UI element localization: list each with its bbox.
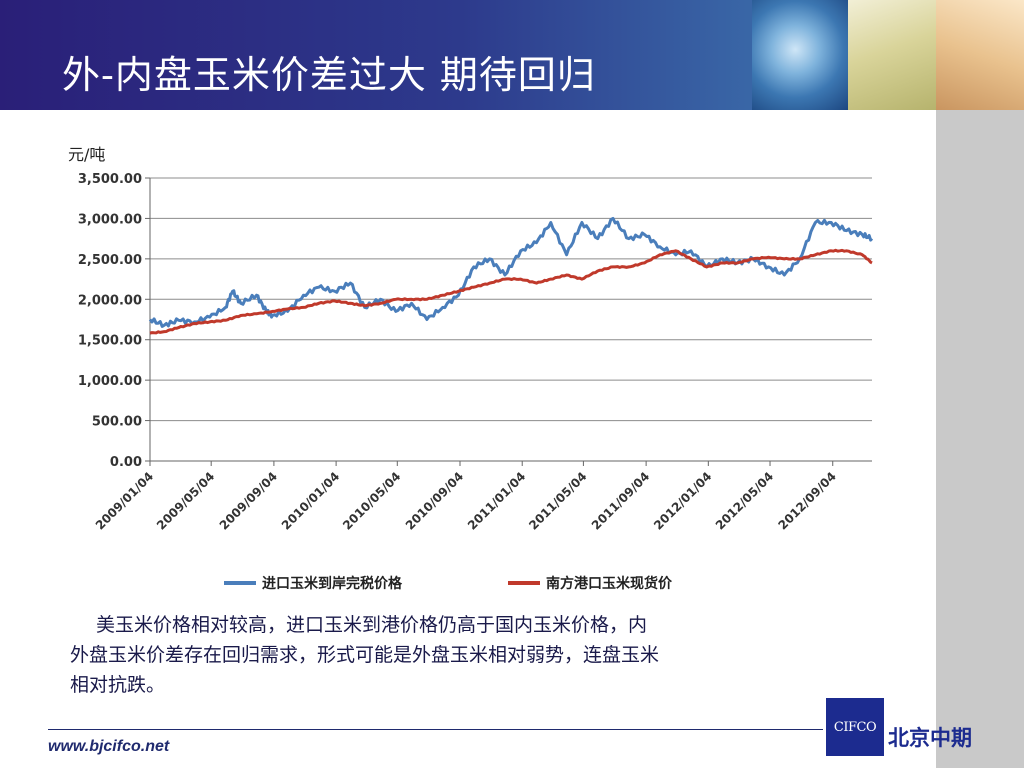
chart-legend: 进口玉米到岸完税价格 南方港口玉米现货价 bbox=[224, 575, 673, 592]
company-name: 北京中期 bbox=[888, 726, 972, 750]
body-text-line-1: 美玉米价格相对较高，进口玉米到港价格仍高于国内玉米价格，内 bbox=[96, 614, 648, 636]
x-tick-label: 2012/05/04 bbox=[713, 469, 776, 532]
page-title: 外-内盘玉米价差过大 期待回归 bbox=[62, 53, 596, 97]
legend-label-series-1: 进口玉米到岸完税价格 bbox=[262, 575, 403, 592]
header-image-pen bbox=[936, 0, 1024, 110]
footer-divider bbox=[48, 729, 823, 730]
chart-gridlines bbox=[150, 177, 872, 462]
header-image-clock bbox=[752, 0, 848, 110]
right-side-bar bbox=[936, 110, 1024, 768]
cifco-logo-mark: CIFCO bbox=[833, 719, 877, 735]
footer-url-link[interactable]: www.bjcifco.net bbox=[48, 738, 170, 755]
x-tick-label: 2011/01/04 bbox=[465, 469, 528, 532]
y-tick-label: 0.00 bbox=[110, 455, 142, 470]
x-tick-label: 2009/05/04 bbox=[154, 469, 217, 532]
line-chart: 元/吨 3,500.00 3,000.00 2,500.00 2,000.00 1,50… bbox=[68, 145, 874, 592]
body-text-line-3: 相对抗跌。 bbox=[70, 674, 166, 696]
x-tick-label: 2009/01/04 bbox=[93, 469, 156, 532]
x-tick-label: 2010/01/04 bbox=[279, 469, 342, 532]
y-tick-label: 500.00 bbox=[92, 415, 142, 430]
y-tick-label: 3,500.00 bbox=[78, 172, 142, 187]
header-image-calculator bbox=[848, 0, 936, 110]
legend-label-series-2: 南方港口玉米现货价 bbox=[546, 575, 673, 592]
y-tick-label: 1,000.00 bbox=[78, 374, 142, 389]
y-tick-label: 2,000.00 bbox=[78, 293, 142, 308]
y-axis: 3,500.00 3,000.00 2,500.00 2,000.00 1,500.00… bbox=[78, 172, 151, 470]
y-tick-label: 1,500.00 bbox=[78, 334, 142, 349]
chart-series bbox=[148, 216, 874, 335]
x-tick-label: 2009/09/04 bbox=[217, 469, 280, 532]
x-tick-label: 2010/05/04 bbox=[340, 469, 403, 532]
body-text-line-2: 外盘玉米价差存在回归需求，形式可能是外盘玉米相对弱势，连盘玉米 bbox=[70, 644, 660, 666]
x-tick-label: 2012/09/04 bbox=[776, 469, 839, 532]
x-tick-label: 2010/09/04 bbox=[403, 469, 466, 532]
x-tick-label: 2011/05/04 bbox=[526, 469, 589, 532]
series-line-2 bbox=[149, 248, 873, 335]
y-axis-unit-label: 元/吨 bbox=[68, 145, 105, 164]
cifco-logo: CIFCO bbox=[826, 698, 884, 756]
y-tick-label: 2,500.00 bbox=[78, 253, 142, 268]
body-text: 美玉米价格相对较高，进口玉米到港价格仍高于国内玉米价格，内 外盘玉米价差存在回归… bbox=[70, 610, 870, 700]
header-banner: 外-内盘玉米价差过大 期待回归 bbox=[0, 0, 1024, 110]
series-line-1 bbox=[148, 216, 874, 328]
x-tick-label: 2011/09/04 bbox=[589, 469, 652, 532]
y-tick-label: 3,000.00 bbox=[78, 212, 142, 227]
x-tick-label: 2012/01/04 bbox=[651, 469, 714, 532]
